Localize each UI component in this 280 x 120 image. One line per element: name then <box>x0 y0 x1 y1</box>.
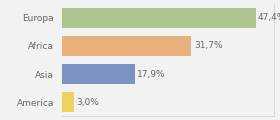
Text: 3,0%: 3,0% <box>76 98 99 107</box>
Bar <box>62 8 256 28</box>
Bar <box>62 92 74 112</box>
Text: 17,9%: 17,9% <box>137 70 166 79</box>
Text: 31,7%: 31,7% <box>194 41 222 50</box>
Bar <box>62 36 191 56</box>
Bar <box>62 64 135 84</box>
Text: 47,4%: 47,4% <box>258 13 280 22</box>
